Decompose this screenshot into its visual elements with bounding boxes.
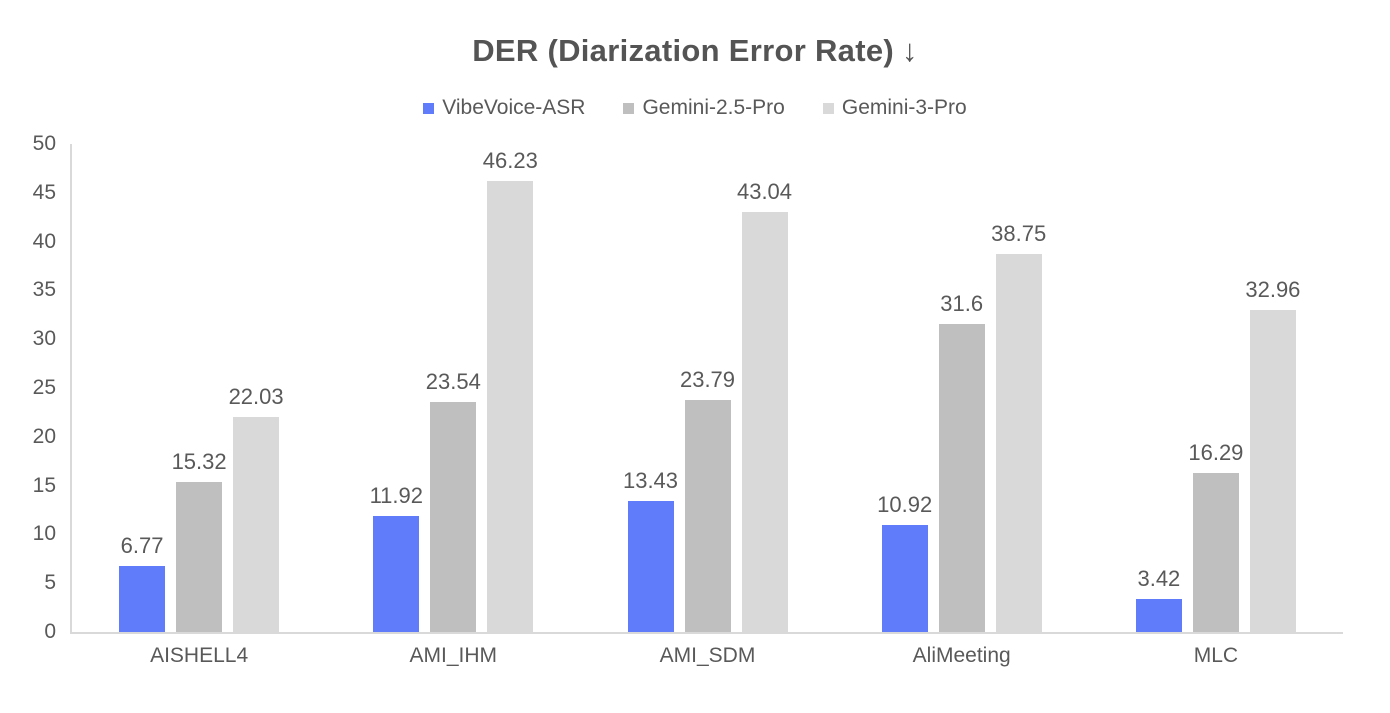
data-label-gemini-3-pro-ami-ihm: 46.23 xyxy=(482,147,538,173)
legend-item-gemini-2-5-pro: Gemini-2.5-Pro xyxy=(623,96,785,120)
legend-swatch-icon xyxy=(423,102,435,114)
x-label-alimeeting: AliMeeting xyxy=(912,644,1011,667)
bar-vibevoice-asr-mlc xyxy=(1135,598,1182,632)
data-label-gemini-3-pro-ami-sdm: 43.04 xyxy=(736,178,793,204)
y-tick-40: 40 xyxy=(32,229,56,253)
data-label-gemini-2-5-pro-mlc: 16.29 xyxy=(1188,440,1244,466)
y-tick-50: 50 xyxy=(32,132,56,155)
data-label-vibevoice-asr-alimeeting: 10.92 xyxy=(877,492,933,518)
data-label-gemini-2-5-pro-aishell4: 15.32 xyxy=(171,449,227,475)
y-tick-10: 10 xyxy=(32,522,56,546)
x-label-ami-ihm: AMI_IHM xyxy=(409,644,498,667)
legend-label: VibeVoice-ASR xyxy=(442,96,586,119)
legend-item-vibevoice-asr: VibeVoice-ASR xyxy=(423,96,585,120)
bar-vibevoice-asr-ami-ihm xyxy=(373,515,420,632)
y-axis-line xyxy=(70,144,72,634)
lower-is-better-arrow: ↓ xyxy=(902,33,918,68)
bar-gemini-3-pro-mlc xyxy=(1249,310,1296,632)
bar-gemini-3-pro-aishell4 xyxy=(233,417,280,632)
plot-area: 6.77 15.32 22.03 11.92 23.54 46.23 13.43 23.79 4… xyxy=(70,144,1343,634)
data-label-vibevoice-asr-aishell4: 6.77 xyxy=(120,532,164,558)
y-tick-25: 25 xyxy=(32,376,56,399)
y-tick-20: 20 xyxy=(32,424,56,448)
y-tick-0: 0 xyxy=(44,620,56,643)
data-label-vibevoice-asr-ami-sdm: 13.43 xyxy=(622,467,679,493)
y-tick-30: 30 xyxy=(32,327,56,351)
y-tick-45: 45 xyxy=(32,180,56,204)
chart-title: DER (Diarization Error Rate) ↓ xyxy=(0,33,1390,69)
bar-gemini-2-5-pro-ami-ihm xyxy=(430,402,477,632)
bar-gemini-3-pro-alimeeting xyxy=(995,253,1042,632)
y-tick-35: 35 xyxy=(32,278,56,302)
bar-gemini-2-5-pro-mlc xyxy=(1192,473,1239,632)
bar-gemini-2-5-pro-alimeeting xyxy=(938,323,985,632)
data-label-gemini-2-5-pro-alimeeting: 31.6 xyxy=(940,290,984,316)
chart-legend: VibeVoice-ASR Gemini-2.5-Pro Gemini-3-Pro xyxy=(0,96,1390,120)
bar-gemini-3-pro-ami-ihm xyxy=(487,180,534,632)
legend-label: Gemini-3-Pro xyxy=(841,96,967,119)
data-label-vibevoice-asr-ami-ihm: 11.92 xyxy=(369,482,423,508)
x-label-mlc: MLC xyxy=(1193,644,1239,667)
data-label-gemini-2-5-pro-ami-ihm: 23.54 xyxy=(425,369,481,395)
y-tick-15: 15 xyxy=(32,473,56,497)
data-label-gemini-2-5-pro-ami-sdm: 23.79 xyxy=(679,366,736,392)
chart-title-text: DER (Diarization Error Rate) xyxy=(472,33,894,68)
data-label-gemini-3-pro-aishell4: 22.03 xyxy=(228,384,284,409)
bar-gemini-2-5-pro-ami-sdm xyxy=(684,399,731,632)
bar-vibevoice-asr-ami-sdm xyxy=(627,500,674,632)
x-label-ami-sdm: AMI_SDM xyxy=(659,644,756,667)
legend-item-gemini-3-pro: Gemini-3-Pro xyxy=(822,96,967,120)
data-label-vibevoice-asr-mlc: 3.42 xyxy=(1137,565,1181,591)
x-axis-line xyxy=(70,632,1343,634)
legend-swatch-icon xyxy=(822,102,834,114)
bar-vibevoice-asr-alimeeting xyxy=(881,525,928,632)
data-label-gemini-3-pro-alimeeting: 38.75 xyxy=(991,220,1047,246)
x-label-aishell4: AISHELL4 xyxy=(150,644,249,667)
y-tick-5: 5 xyxy=(44,571,56,595)
bar-gemini-2-5-pro-aishell4 xyxy=(176,482,223,632)
legend-swatch-icon xyxy=(623,102,635,114)
bar-vibevoice-asr-aishell4 xyxy=(119,565,166,632)
bar-gemini-3-pro-ami-sdm xyxy=(741,211,788,632)
data-label-gemini-3-pro-mlc: 32.96 xyxy=(1245,277,1301,303)
legend-label: Gemini-2.5-Pro xyxy=(642,96,785,119)
